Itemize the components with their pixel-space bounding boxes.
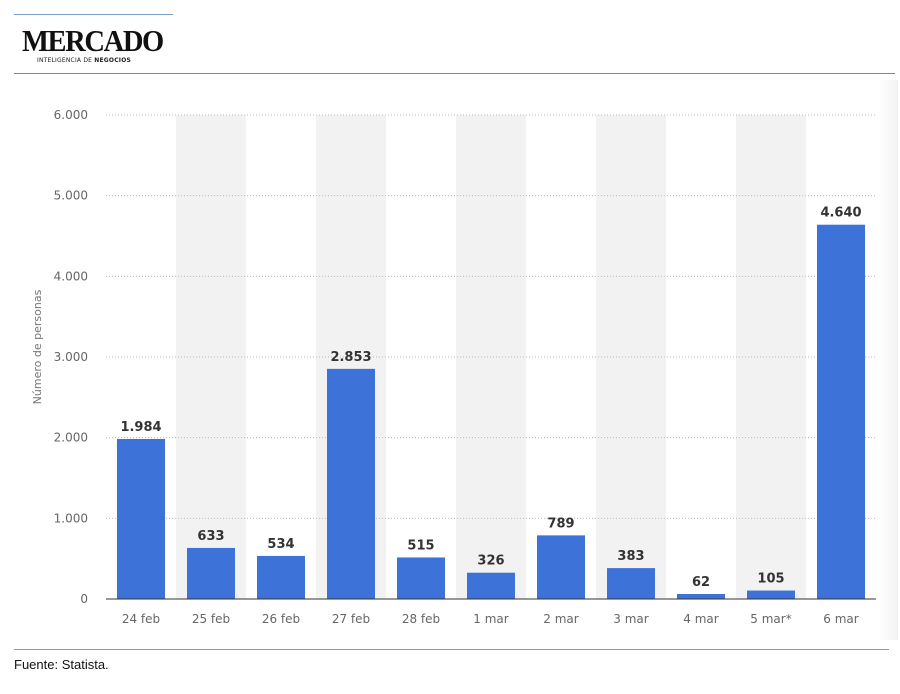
x-tick-label: 25 feb bbox=[192, 612, 230, 626]
data-label: 4.640 bbox=[820, 206, 861, 221]
y-tick-label: 0 bbox=[80, 592, 88, 606]
x-tick-label: 3 mar bbox=[613, 612, 648, 626]
x-tick-label: 2 mar bbox=[543, 612, 578, 626]
x-tick-label: 6 mar bbox=[823, 612, 858, 626]
y-tick-label: 6.000 bbox=[54, 108, 88, 122]
x-axis-ticks: 24 feb 25 feb 26 feb 27 feb 28 feb 1 mar 2 mar… bbox=[122, 612, 859, 626]
data-label: 534 bbox=[267, 537, 294, 552]
logo-tagline-regular: INTELIGENCIA DE bbox=[37, 57, 95, 64]
bar bbox=[467, 572, 515, 599]
data-label: 789 bbox=[547, 516, 574, 531]
bar bbox=[537, 535, 585, 599]
logo-wordmark: MERCADO bbox=[22, 23, 164, 58]
x-tick-label: 27 feb bbox=[332, 612, 370, 626]
data-label: 1.984 bbox=[120, 420, 161, 435]
bar bbox=[187, 547, 235, 599]
x-tick-label: 26 feb bbox=[262, 612, 300, 626]
bar bbox=[747, 590, 795, 599]
y-tick-label: 4.000 bbox=[54, 269, 88, 283]
header-rule bbox=[14, 73, 895, 74]
x-tick-label: 4 mar bbox=[683, 612, 718, 626]
y-tick-label: 5.000 bbox=[54, 189, 88, 203]
bar bbox=[397, 557, 445, 599]
bar bbox=[327, 368, 375, 599]
data-label: 515 bbox=[407, 538, 434, 553]
y-tick-label: 2.000 bbox=[54, 431, 88, 445]
y-tick-label: 1.000 bbox=[54, 511, 88, 525]
data-label: 62 bbox=[692, 575, 710, 590]
band bbox=[736, 115, 806, 599]
chart-shadow bbox=[878, 80, 898, 640]
x-tick-label: 5 mar* bbox=[750, 612, 791, 626]
x-tick-label: 24 feb bbox=[122, 612, 160, 626]
mercado-logo: MERCADO INTELIGENCIA DE NEGOCIOS bbox=[22, 23, 175, 64]
bar bbox=[257, 555, 305, 599]
y-axis-ticks: 0 1.000 2.000 3.000 4.000 5.000 6.000 bbox=[54, 108, 88, 606]
gridlines bbox=[106, 114, 876, 519]
bar-chart: 0 1.000 2.000 3.000 4.000 5.000 6.000 1.984 633… bbox=[31, 108, 876, 626]
data-label: 633 bbox=[197, 529, 224, 544]
y-tick-label: 3.000 bbox=[54, 350, 88, 364]
bar bbox=[607, 568, 655, 599]
x-tick-label: 1 mar bbox=[473, 612, 508, 626]
bar bbox=[677, 593, 725, 599]
y-axis-label: Número de personas bbox=[31, 289, 44, 404]
logo-tagline: INTELIGENCIA DE NEGOCIOS bbox=[37, 57, 175, 64]
data-label: 383 bbox=[617, 549, 644, 564]
data-labels: 1.984 633 534 2.853 515 326 789 383 62 105 4.640 bbox=[120, 206, 861, 590]
bar bbox=[817, 224, 865, 599]
data-label: 326 bbox=[477, 554, 504, 569]
logo-tagline-bold: NEGOCIOS bbox=[94, 57, 132, 64]
top-rule bbox=[14, 14, 173, 15]
bars bbox=[117, 224, 865, 599]
source-note: Fuente: Statista. bbox=[14, 657, 109, 672]
x-tick-label: 28 feb bbox=[402, 612, 440, 626]
data-label: 2.853 bbox=[330, 350, 371, 365]
data-label: 105 bbox=[757, 572, 784, 587]
bottom-rule bbox=[14, 649, 889, 650]
bar bbox=[117, 438, 165, 599]
